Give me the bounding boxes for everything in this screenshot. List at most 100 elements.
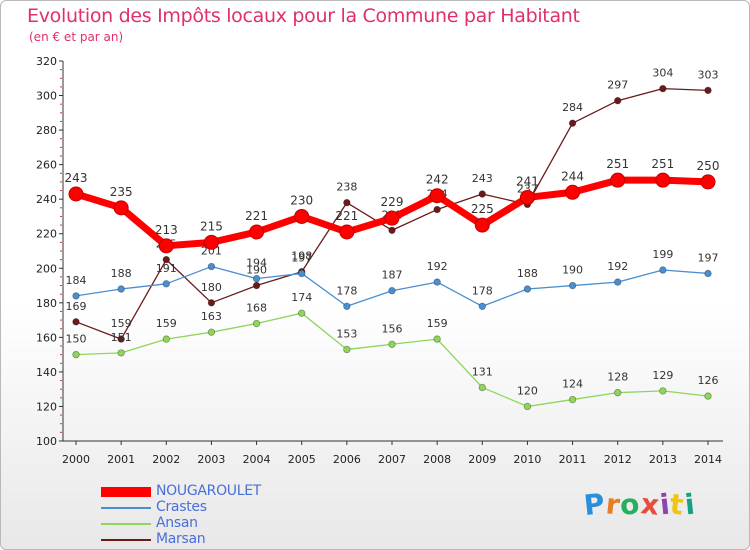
y-tick-label: 180: [36, 297, 57, 310]
data-label-ansan: 151: [111, 331, 132, 344]
x-tick-label: 2001: [107, 453, 135, 466]
y-tick-label: 260: [36, 159, 57, 172]
data-point-nougaroulet: [203, 234, 219, 250]
y-tick-label: 320: [36, 55, 57, 68]
data-point-crastes: [117, 285, 125, 293]
data-point-nougaroulet: [249, 224, 265, 240]
data-label-ansan: 131: [472, 365, 493, 378]
data-point-marsan: [72, 318, 80, 326]
data-label-crastes: 188: [517, 267, 538, 280]
data-point-nougaroulet: [113, 200, 129, 216]
data-label-nougaroulet: 244: [561, 169, 584, 183]
y-minor-tick: [60, 146, 62, 148]
data-point-crastes: [614, 278, 622, 286]
y-minor-tick: [60, 138, 62, 140]
data-label-marsan: 304: [652, 67, 673, 80]
data-point-marsan: [252, 281, 261, 290]
y-tick-label: 300: [36, 90, 57, 103]
data-point-marsan: [343, 198, 351, 207]
data-point-nougaroulet: [68, 186, 84, 202]
data-point-ansan: [478, 383, 486, 392]
data-label-marsan: 297: [607, 79, 628, 92]
y-minor-tick: [60, 431, 62, 433]
data-label-marsan: 238: [336, 181, 357, 194]
data-label-nougaroulet: 221: [335, 209, 358, 223]
x-tick-label: 2008: [423, 453, 451, 466]
data-point-marsan: [704, 86, 712, 95]
data-point-nougaroulet: [655, 172, 671, 188]
data-label-marsan: 198: [291, 250, 312, 263]
y-minor-tick: [60, 293, 62, 295]
data-point-marsan: [659, 84, 667, 93]
data-label-ansan: 156: [382, 322, 403, 335]
y-tick-label: 280: [36, 124, 57, 137]
y-minor-tick: [60, 112, 62, 114]
data-point-marsan: [162, 255, 170, 264]
data-point-marsan: [478, 190, 486, 198]
data-point-crastes: [659, 266, 667, 274]
data-point-nougaroulet: [610, 172, 626, 188]
data-point-ansan: [704, 392, 712, 400]
data-label-crastes: 184: [66, 274, 87, 287]
data-label-nougaroulet: 250: [697, 159, 720, 173]
data-label-marsan: 284: [562, 101, 583, 114]
y-minor-tick: [60, 319, 62, 321]
data-label-ansan: 150: [66, 333, 87, 346]
x-tick-label: 2012: [604, 453, 632, 466]
y-minor-tick: [60, 215, 62, 217]
data-point-crastes: [388, 287, 396, 295]
y-minor-tick: [60, 250, 62, 252]
data-label-nougaroulet: 225: [471, 202, 494, 216]
data-point-marsan: [388, 226, 396, 234]
data-label-nougaroulet: 229: [381, 195, 404, 209]
data-point-ansan: [162, 335, 170, 343]
data-label-nougaroulet: 235: [110, 185, 133, 199]
y-tick-label: 220: [36, 228, 57, 241]
y-tick-label: 240: [36, 193, 57, 206]
x-tick-label: 2005: [288, 453, 316, 466]
data-label-marsan: 180: [201, 281, 222, 294]
data-point-marsan: [614, 97, 622, 105]
data-label-crastes: 192: [427, 260, 448, 273]
y-minor-tick: [60, 207, 62, 209]
data-point-nougaroulet: [700, 174, 716, 190]
data-label-nougaroulet: 251: [651, 157, 674, 171]
data-label-crastes: 188: [111, 267, 132, 280]
data-label-ansan: 159: [156, 317, 177, 330]
legend-swatch: [101, 523, 151, 525]
legend-label: Marsan: [156, 531, 206, 547]
data-label-marsan: 159: [111, 317, 132, 330]
data-label-crastes: 187: [382, 269, 403, 282]
chart-title: Evolution des Impôts locaux pour la Comm…: [27, 5, 580, 27]
data-label-marsan: 169: [66, 300, 87, 313]
legend-label: Crastes: [156, 499, 207, 515]
y-tick-label: 140: [36, 366, 57, 379]
data-point-marsan: [568, 119, 577, 127]
data-point-nougaroulet: [519, 189, 535, 205]
data-point-crastes: [433, 278, 441, 286]
data-point-nougaroulet: [384, 210, 400, 226]
data-label-crastes: 199: [652, 248, 673, 261]
y-minor-tick: [60, 362, 62, 364]
y-minor-tick: [60, 241, 62, 243]
y-minor-tick: [60, 423, 62, 425]
y-minor-tick: [60, 224, 62, 226]
legend-swatch: [101, 487, 151, 497]
data-label-ansan: 168: [246, 302, 267, 315]
data-label-marsan: 303: [698, 68, 719, 81]
data-point-ansan: [207, 328, 216, 336]
data-label-crastes: 192: [607, 260, 628, 273]
data-label-crastes: 190: [562, 264, 583, 277]
data-label-ansan: 124: [562, 378, 583, 391]
data-label-ansan: 126: [698, 374, 719, 387]
y-minor-tick: [60, 190, 62, 192]
x-tick-label: 2007: [378, 453, 406, 466]
data-label-ansan: 153: [336, 327, 357, 340]
data-point-ansan: [72, 350, 80, 359]
data-point-crastes: [568, 281, 577, 290]
data-label-nougaroulet: 215: [200, 219, 223, 233]
data-point-ansan: [568, 395, 577, 404]
y-tick-label: 120: [36, 400, 57, 413]
